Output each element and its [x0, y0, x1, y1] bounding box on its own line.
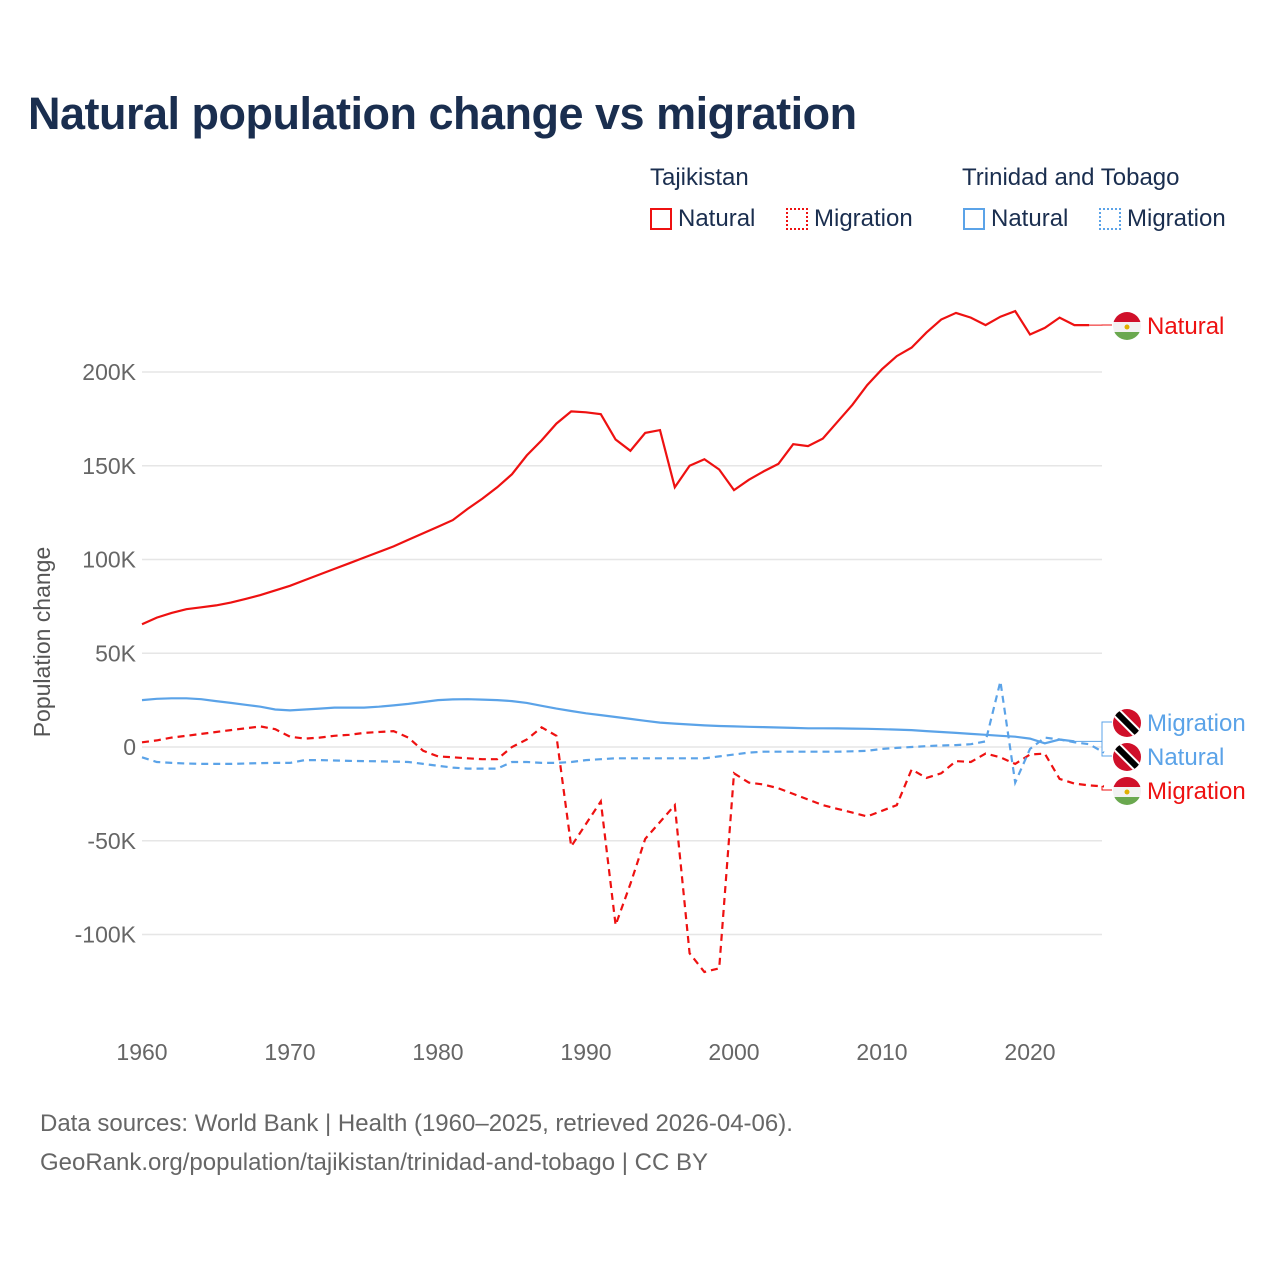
y-tick-label: 0 [123, 734, 136, 760]
legend-swatch-solid [963, 208, 985, 230]
legend-group-tajikistan: Tajikistan [650, 164, 749, 191]
source-line-1: Data sources: World Bank | Health (1960–… [40, 1110, 793, 1137]
legend-tt-natural[interactable]: Natural [963, 205, 1068, 233]
legend-label: Migration [814, 205, 913, 232]
legend-label: Migration [1127, 205, 1226, 232]
series-line-trinidad-and-tobago-migration [141, 681, 1105, 787]
tajikistan-flag-icon [1113, 312, 1141, 340]
x-tick-label: 1980 [412, 1039, 463, 1065]
trinidad-tobago-flag-icon [1113, 743, 1141, 771]
y-tick-label: 100K [82, 547, 136, 573]
chart-title: Natural population change vs migration [28, 88, 857, 139]
series-line-tajikistan-natural [141, 309, 1090, 626]
label-connector [1101, 721, 1112, 754]
x-tick-label: 1990 [560, 1039, 611, 1065]
y-tick-label: 50K [95, 640, 137, 666]
y-tick-label: -100K [75, 922, 137, 948]
series-end-label: Natural [1147, 744, 1224, 771]
trinidad-tobago-flag-icon [1113, 709, 1141, 737]
label-connector [1074, 740, 1112, 757]
y-axis-label: Population change [29, 547, 55, 738]
legend-swatch-dotted [1099, 208, 1121, 230]
x-tick-label: 2010 [856, 1039, 907, 1065]
tajikistan-flag-icon [1113, 777, 1141, 805]
y-tick-label: 150K [82, 453, 136, 479]
y-tick-label: -50K [87, 828, 136, 854]
legend-tj-migration[interactable]: Migration [786, 205, 913, 233]
legend-tt-migration[interactable]: Migration [1099, 205, 1226, 233]
plot-area: 200K 150K 100K 50K 0 -50K -100K 1960 1970 1980 199… [29, 309, 1246, 1065]
series-end-label: Migration [1147, 710, 1246, 737]
series-end-label: Natural [1147, 313, 1224, 340]
legend-tj-natural[interactable]: Natural [650, 205, 755, 233]
label-connector [1101, 785, 1112, 791]
source-line-2: GeoRank.org/population/tajikistan/trinid… [40, 1149, 708, 1176]
y-tick-label: 200K [82, 359, 136, 385]
x-tick-label: 1960 [116, 1039, 167, 1065]
x-tick-label: 2000 [708, 1039, 759, 1065]
legend-group-trinidad: Trinidad and Tobago [962, 164, 1180, 191]
series-line-tajikistan-migration [141, 725, 1105, 974]
x-tick-label: 1970 [264, 1039, 315, 1065]
series-line-trinidad-and-tobago-natural [141, 697, 1075, 745]
legend-swatch-dotted [786, 208, 808, 230]
series-end-label: Migration [1147, 778, 1246, 805]
x-tick-label: 2020 [1004, 1039, 1055, 1065]
legend-label: Natural [991, 205, 1069, 232]
legend-label: Natural [678, 205, 756, 232]
legend-swatch-solid [650, 208, 672, 230]
